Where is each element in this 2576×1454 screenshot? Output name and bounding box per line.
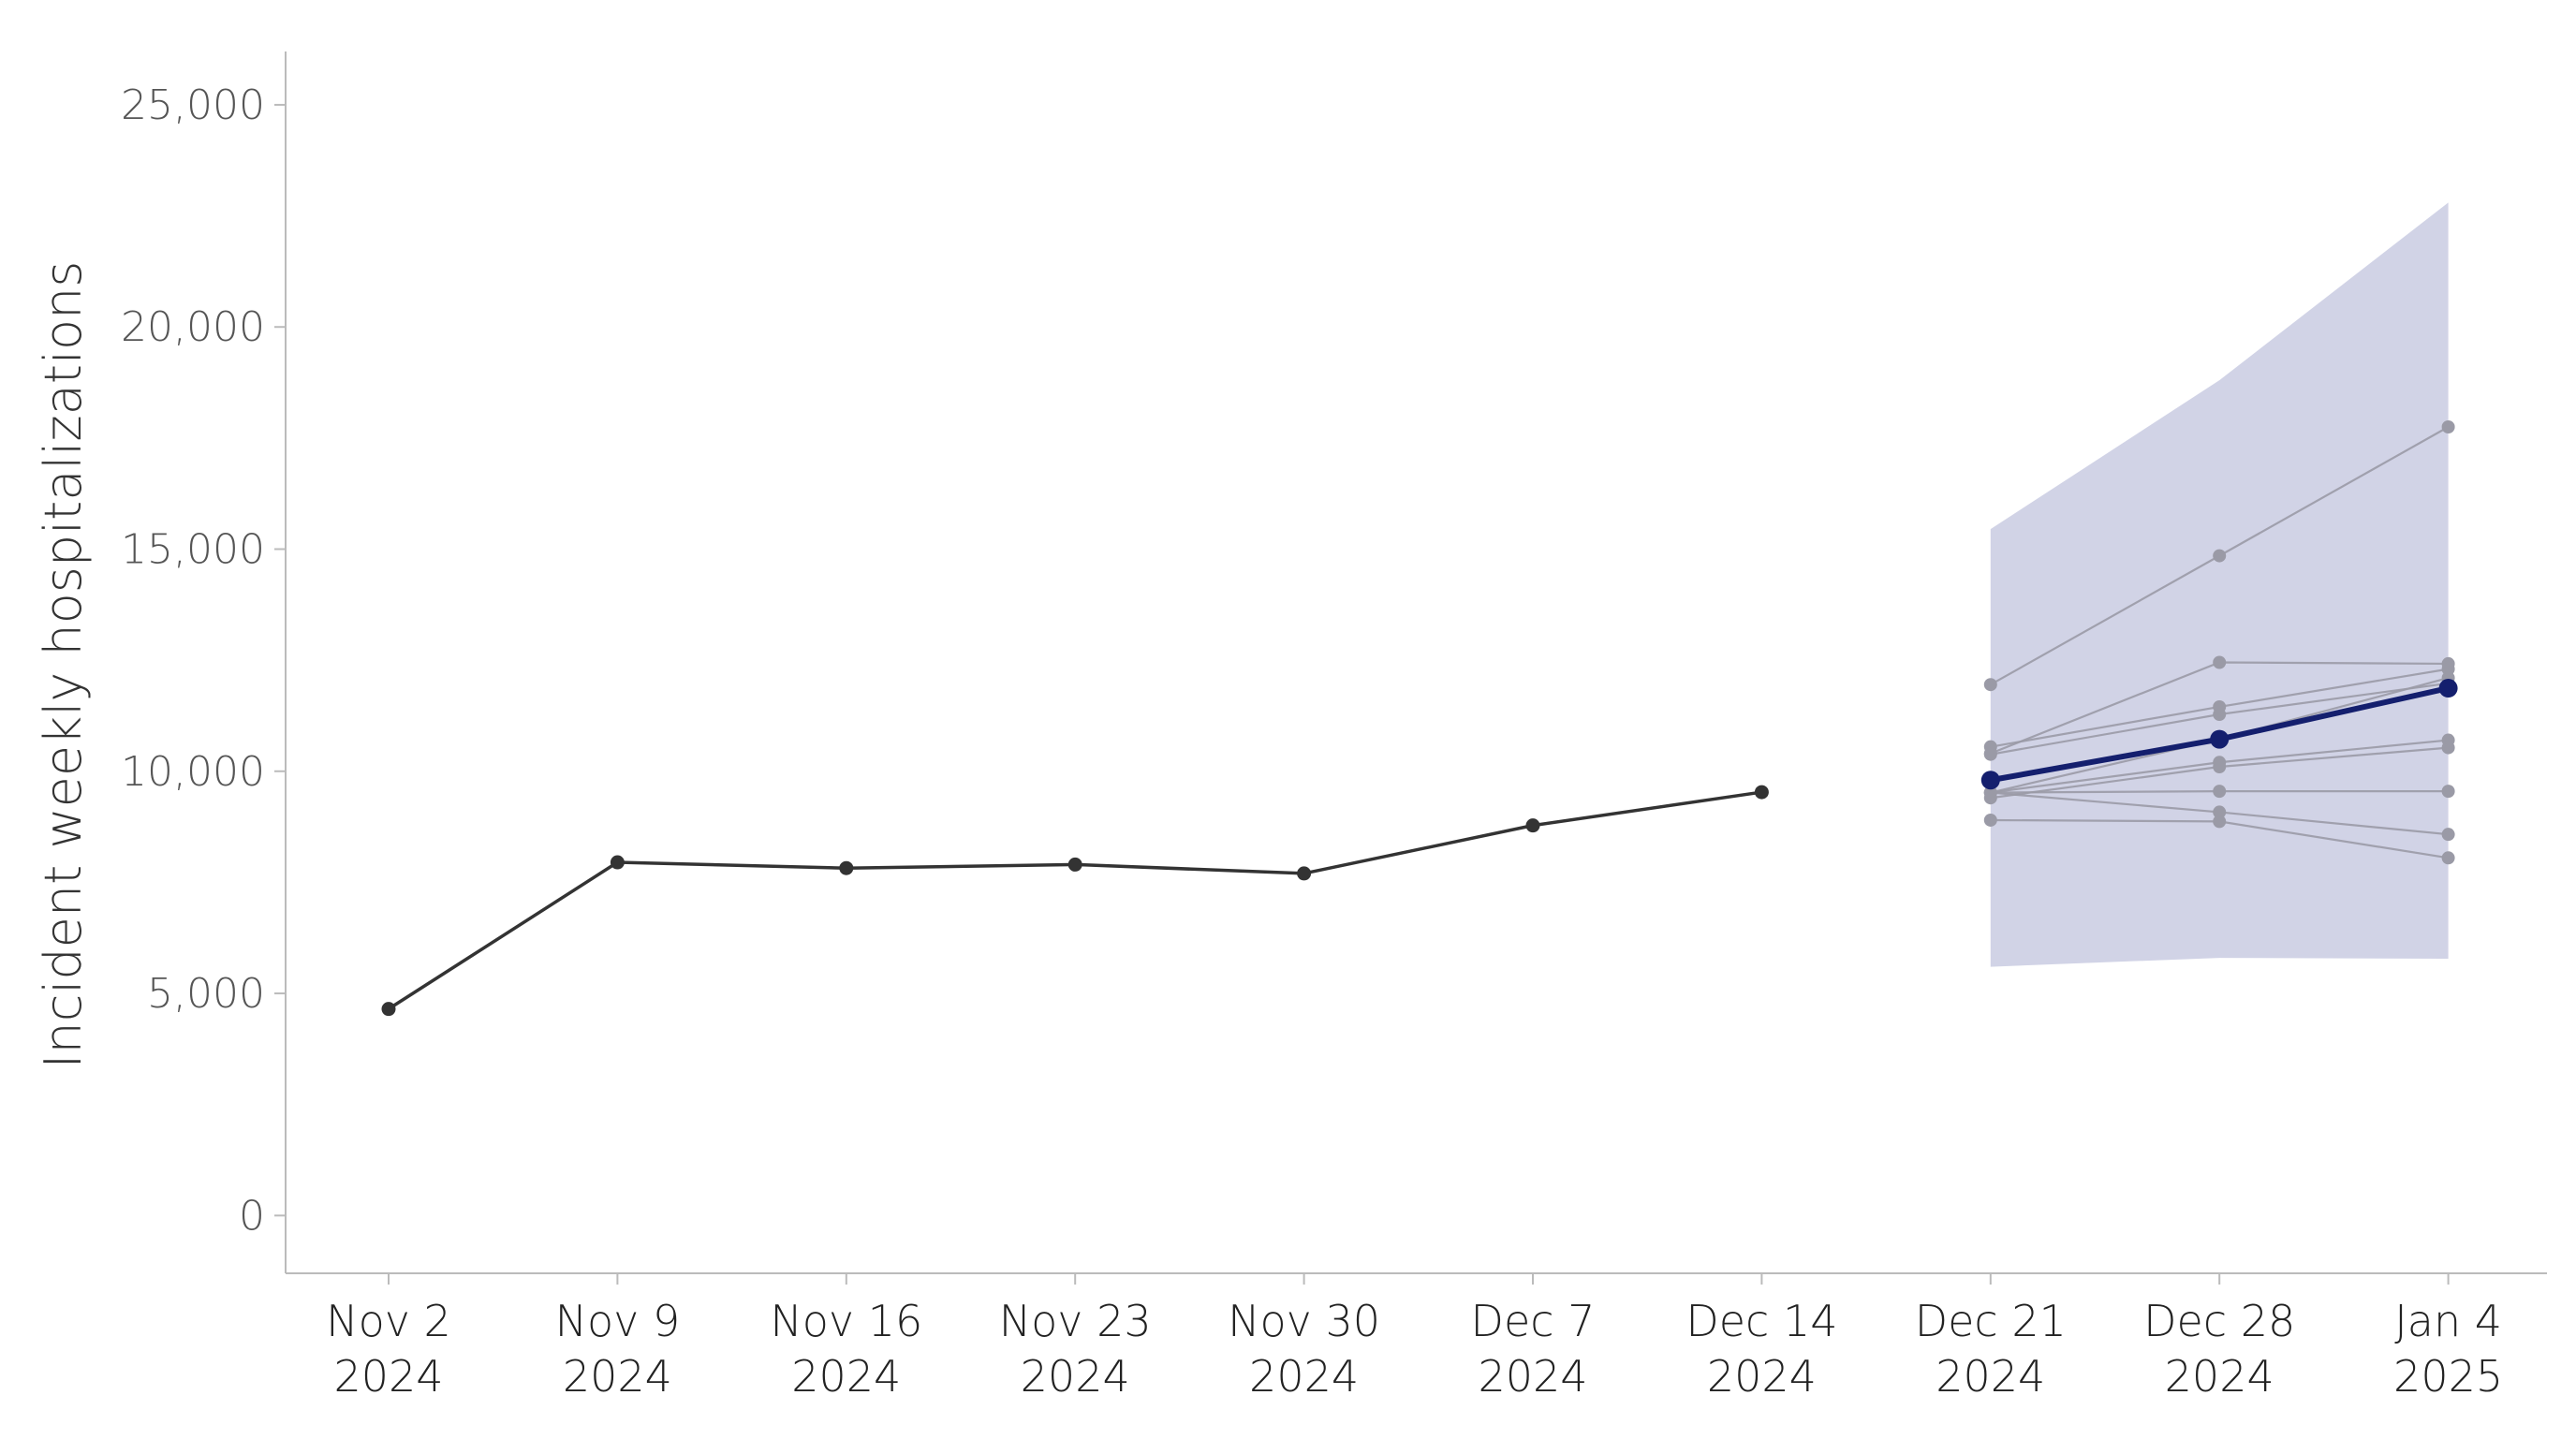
x-tick-label-5-line1: Nov 30 (1228, 1296, 1380, 1346)
y-tick-label-4: 15,000 (121, 525, 265, 573)
x-tick-label-8-line2: 2024 (1936, 1351, 2045, 1402)
y-axis-title: Incident weekly hospitalizations (34, 261, 93, 1069)
forecast-interval-band (1990, 202, 2449, 967)
model-forecast-point-1-3 (2441, 419, 2455, 433)
y-tick-label-5: 20,000 (121, 303, 265, 351)
x-tick-label-4-line2: 2024 (1021, 1351, 1130, 1402)
observed-point-7 (1754, 785, 1769, 800)
observed-point-2 (610, 855, 625, 870)
model-forecast-point-1-2 (2213, 549, 2227, 563)
model-forecast-point-8-2 (2213, 785, 2227, 799)
x-tick-label-5-line2: 2024 (1249, 1351, 1359, 1402)
observed-point-5 (1297, 866, 1312, 881)
forecast-median-point-1 (1980, 771, 2000, 790)
x-tick-label-9-line1: Dec 28 (2143, 1296, 2295, 1346)
x-tick-label-8-line1: Dec 21 (1915, 1296, 2067, 1346)
x-tick-label-3-line2: 2024 (791, 1351, 901, 1402)
x-tick-label-1-line2: 2024 (333, 1351, 443, 1402)
model-forecast-point-2-2 (2213, 655, 2227, 669)
forecast-median-point-3 (2438, 679, 2458, 698)
x-tick-label-6-line1: Dec 7 (1471, 1296, 1596, 1346)
model-forecast-point-1-1 (1983, 678, 1997, 692)
model-forecast-point-10-1 (1983, 813, 1997, 827)
x-tick-label-10-line2: 2025 (2393, 1351, 2503, 1402)
model-forecast-point-10-3 (2441, 851, 2455, 865)
x-tick-label-7-line1: Dec 14 (1685, 1296, 1837, 1346)
x-tick-label-10-line1: Jan 4 (2394, 1296, 2502, 1346)
model-forecast-point-4-1 (1983, 747, 1997, 761)
model-forecast-point-7-2 (2213, 760, 2227, 774)
model-forecast-point-9-1 (1983, 786, 1997, 800)
observed-point-4 (1067, 857, 1082, 872)
x-tick-label-2-line1: Nov 9 (555, 1296, 681, 1346)
y-tick-label-3: 10,000 (121, 748, 265, 796)
x-tick-label-2-line2: 2024 (563, 1351, 672, 1402)
x-tick-label-3-line1: Nov 16 (770, 1296, 922, 1346)
x-tick-label-6-line2: 2024 (1478, 1351, 1587, 1402)
x-tick-label-9-line2: 2024 (2165, 1351, 2274, 1402)
x-tick-label-1-line1: Nov 2 (326, 1296, 451, 1346)
x-tick-label-7-line2: 2024 (1707, 1351, 1817, 1402)
observed-line (388, 790, 1762, 1011)
forecast-median-point-2 (2210, 729, 2230, 749)
y-tick-label-1: 0 (239, 1192, 265, 1240)
forecast-median-layer (1980, 679, 2458, 790)
observed-point-3 (839, 860, 854, 875)
model-forecast-point-7-3 (2441, 741, 2455, 755)
observed-point-1 (381, 1002, 396, 1017)
model-forecast-point-10-2 (2213, 815, 2227, 829)
model-forecast-point-9-3 (2441, 828, 2455, 842)
model-forecast-point-9-2 (2213, 805, 2227, 819)
y-tick-label-6: 25,000 (121, 81, 265, 129)
y-tick-label-2: 5,000 (147, 970, 265, 1018)
model-forecast-point-8-3 (2441, 785, 2455, 799)
observed-point-6 (1525, 818, 1540, 833)
model-forecast-point-4-2 (2213, 708, 2227, 722)
observed-layer (381, 785, 1769, 1017)
forecast-interval-layer (1990, 202, 2449, 967)
x-tick-label-4-line1: Nov 23 (999, 1296, 1152, 1346)
